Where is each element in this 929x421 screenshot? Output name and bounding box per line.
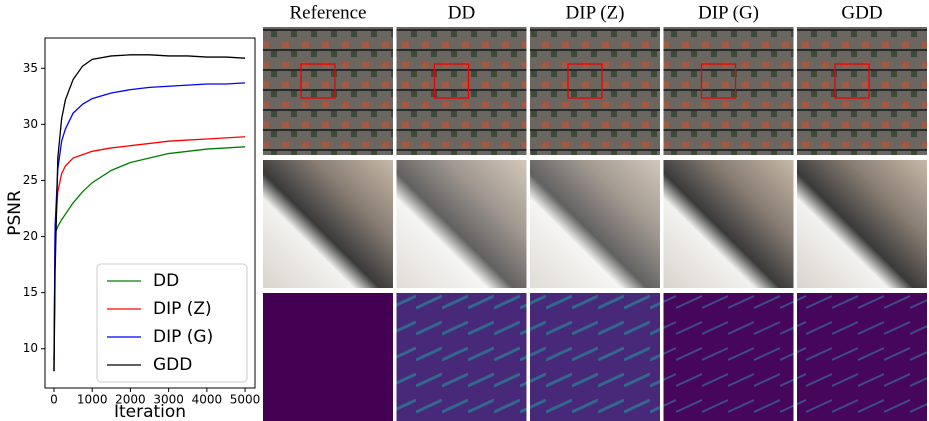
legend-label: DIP (Z) bbox=[153, 299, 212, 319]
zoom-region bbox=[834, 63, 870, 99]
column-title: DD bbox=[448, 2, 475, 23]
zoom-image bbox=[663, 160, 794, 288]
error-map bbox=[530, 293, 660, 421]
column-title: DIP (G) bbox=[698, 2, 759, 23]
plot-frame bbox=[44, 37, 256, 389]
zoom-image bbox=[263, 160, 393, 288]
line-series bbox=[53, 82, 246, 360]
aerial-image bbox=[530, 27, 660, 155]
zoom-image bbox=[797, 160, 927, 288]
x-tick-label: 3000 bbox=[153, 393, 184, 407]
x-tick-label: 4000 bbox=[192, 393, 223, 407]
zoom-image bbox=[396, 160, 527, 288]
x-tick-label: 5000 bbox=[230, 393, 261, 407]
zoom-region bbox=[300, 63, 336, 99]
error-map bbox=[263, 293, 393, 421]
line-series bbox=[53, 146, 246, 372]
x-tick-label: 0 bbox=[50, 393, 58, 407]
error-map bbox=[797, 293, 927, 421]
x-tick-label: 1000 bbox=[77, 393, 108, 407]
aerial-image bbox=[263, 27, 393, 155]
column-title: Reference bbox=[290, 2, 367, 23]
column-title: DIP (Z) bbox=[566, 2, 625, 23]
legend-label: GDD bbox=[153, 355, 192, 375]
aerial-image bbox=[797, 27, 927, 155]
line-series bbox=[53, 136, 246, 372]
legend-box bbox=[96, 263, 248, 383]
error-map bbox=[396, 293, 527, 421]
x-tick-label: 2000 bbox=[115, 393, 146, 407]
zoom-region bbox=[700, 63, 737, 99]
column-title: GDD bbox=[841, 2, 882, 23]
y-tick-label: 15 bbox=[23, 285, 38, 299]
aerial-image bbox=[396, 27, 527, 155]
line-series bbox=[53, 54, 246, 372]
legend-label: DD bbox=[153, 271, 179, 291]
legend-label: DIP (G) bbox=[153, 327, 213, 347]
y-axis-label: PSNR bbox=[5, 190, 25, 236]
zoom-image bbox=[530, 160, 660, 288]
x-axis-label: Iteration bbox=[114, 402, 186, 421]
zoom-region bbox=[433, 63, 470, 99]
y-tick-label: 25 bbox=[23, 173, 38, 187]
aerial-image bbox=[663, 27, 794, 155]
y-tick-label: 35 bbox=[23, 61, 38, 75]
image-grid: Reference DD DIP (Z) DIP (G) GDD bbox=[263, 2, 927, 421]
y-tick-label: 30 bbox=[23, 117, 38, 131]
error-map bbox=[663, 293, 794, 421]
y-tick-label: 10 bbox=[23, 341, 38, 355]
y-tick-label: 20 bbox=[23, 229, 38, 243]
zoom-region bbox=[567, 63, 603, 99]
